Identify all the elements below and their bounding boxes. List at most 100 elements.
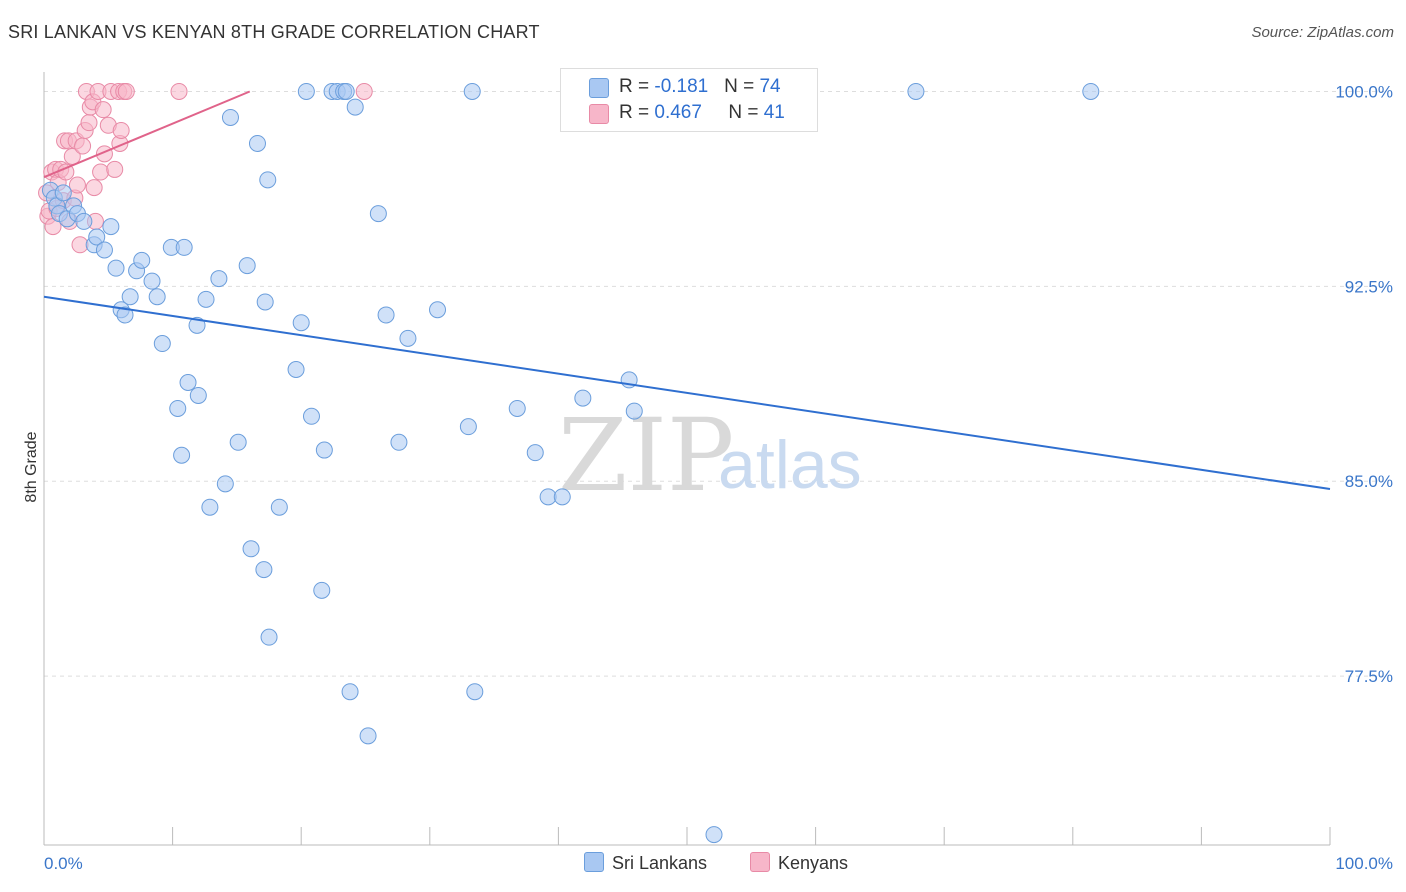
correlation-legend: R = -0.181 N = 74 R = 0.467 N = 41 [560,68,818,132]
sri-lankans-n-label: N = [724,76,760,97]
sri-lankans-point [169,399,187,417]
sri-lankans-r-value: -0.181 [654,76,709,97]
sri-lankans-point [107,259,125,277]
kenyans-point [170,82,188,100]
kenyans-trend-line [43,90,251,179]
sri-lankans-n-value: 74 [759,76,781,97]
sri-lankans-swatch [589,78,609,98]
sri-lankans-point [216,475,234,493]
sri-lankans-point [508,399,526,417]
sri-lankans-point [429,301,447,319]
kenyans-point [85,179,103,197]
sri-lankans-point [287,361,305,379]
chart-title: SRI LANKAN VS KENYAN 8TH GRADE CORRELATI… [8,22,540,42]
sri-lankans-point [341,683,359,701]
kenyans-point [74,137,92,155]
sri-lankans-point [148,288,166,306]
sri-lankans-point [459,418,477,436]
axes [43,72,1331,846]
kenyans-point [92,163,110,181]
kenyans-point [355,82,373,100]
source-label: Source: ZipAtlas.com [1251,24,1394,41]
kenyans-r-value: 0.467 [654,102,702,123]
kenyans-point [117,82,135,100]
sri-lankans-point [625,402,643,420]
sri-lankans-point [175,238,193,256]
bottom-sri-lankans-swatch [584,852,604,872]
sri-lankans-point [346,98,364,116]
sri-lankans-point [390,433,408,451]
sri-lankans-point [75,212,93,230]
kenyans-r-label: R = [619,102,655,123]
sri-lankans-point [116,306,134,324]
sri-lankans-point [153,335,171,353]
x-tick-label: 0.0% [44,854,83,873]
sri-lankans-point [302,407,320,425]
x-tick-label: 100.0% [1335,854,1393,873]
sri-lankans-point [179,373,197,391]
sri-lankans-point [133,251,151,269]
bottom-sri-lankans-label: Sri Lankans [612,853,708,873]
y-tick-label: 92.5% [1345,277,1393,296]
sri-lankans-point [201,498,219,516]
kenyans-point [80,114,98,132]
sri-lankans-point [574,389,592,407]
y-axis-title: 8th Grade [23,431,40,502]
trend-lines [43,90,1331,491]
sri-lankans-point [377,306,395,324]
sri-lankans-points [41,82,1100,844]
sri-lankans-point [1082,82,1100,100]
sri-lankans-point [466,683,484,701]
sri-lankans-point [242,540,260,558]
sri-lankans-point [463,82,481,100]
sri-lankans-r-label: R = [619,76,655,97]
sri-lankans-point [297,82,315,100]
sri-lankans-point [292,314,310,332]
sri-lankans-point [121,288,139,306]
kenyans-point [106,160,124,178]
sri-lankans-point [173,446,191,464]
sri-lankans-point [260,628,278,646]
bottom-kenyans-label: Kenyans [778,853,849,873]
bottom-legend-kenyans: Kenyans [750,852,848,876]
sri-lankans-point [95,241,113,259]
sri-lankans-point [259,171,277,189]
sri-lankans-point [248,134,266,152]
bottom-kenyans-swatch [750,852,770,872]
sri-lankans-point [188,316,206,334]
sri-lankans-point [229,433,247,451]
sri-lankans-point [399,329,417,347]
sri-lankans-point [197,290,215,308]
sri-lankans-point [221,108,239,126]
sri-lankans-point [705,826,723,844]
sri-lankans-point [313,581,331,599]
kenyans-point [71,236,89,254]
kenyans-point [112,121,130,139]
tick-labels: 100.0% 92.5% 85.0% 77.5% 0.0% 100.0% [44,82,1393,873]
kenyans-n-value: 41 [763,102,785,123]
sri-lankans-point [359,727,377,745]
sri-lankans-trend-line [43,295,1331,491]
kenyans-swatch [589,104,609,124]
sri-lankans-point [369,205,387,223]
y-tick-label: 100.0% [1335,82,1393,101]
sri-lankans-point [54,184,72,202]
sri-lankans-point [526,444,544,462]
y-tick-label: 77.5% [1345,667,1393,686]
kenyans-n-label: N = [728,102,764,123]
y-tick-label: 85.0% [1345,472,1393,491]
sri-lankans-point [102,218,120,236]
sri-lankans-point [255,561,273,579]
sri-lankans-point [270,498,288,516]
sri-lankans-point [189,386,207,404]
gridlines [44,90,1388,677]
sri-lankans-point [143,272,161,290]
sri-lankans-point [539,488,557,506]
sri-lankans-point [238,257,256,275]
sri-lankans-point [256,293,274,311]
sri-lankans-point [210,270,228,288]
watermark-atlas: atlas [718,427,862,503]
watermark-zip: ZIP [558,397,734,514]
sri-lankans-point [315,441,333,459]
